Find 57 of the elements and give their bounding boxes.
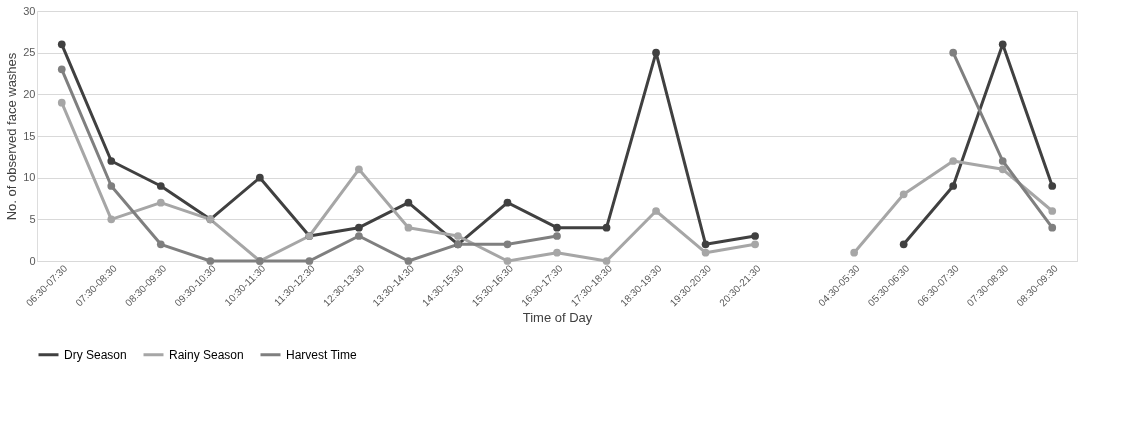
point (751, 232, 759, 240)
point (602, 223, 611, 232)
y-tick-label: 25 (23, 46, 36, 59)
y-tick-label: 5 (29, 212, 36, 225)
point (701, 248, 710, 257)
point (998, 165, 1007, 174)
y-tick-label: 20 (23, 87, 36, 100)
point (305, 257, 314, 265)
point (553, 232, 561, 240)
point (404, 223, 413, 232)
point (998, 157, 1007, 165)
point (949, 182, 958, 190)
point (107, 157, 116, 165)
point (949, 157, 958, 165)
point (57, 98, 66, 107)
point (850, 248, 859, 257)
point (156, 240, 165, 249)
point (553, 223, 561, 232)
point (1048, 182, 1057, 190)
point (355, 165, 363, 174)
point (255, 173, 264, 182)
point (454, 232, 462, 240)
point (156, 182, 165, 190)
point (503, 198, 512, 207)
y-tick-label: 10 (23, 171, 36, 184)
point (57, 40, 66, 49)
point (156, 198, 165, 207)
point (206, 257, 215, 265)
point (503, 257, 512, 265)
point (652, 48, 660, 57)
point (404, 257, 413, 265)
point (355, 232, 363, 240)
point (701, 240, 710, 249)
point (949, 48, 958, 57)
point (602, 257, 611, 265)
point (553, 248, 561, 257)
point (503, 240, 512, 249)
point (57, 65, 66, 74)
point (899, 240, 908, 249)
legend-label: Dry Season (64, 347, 127, 362)
point (1048, 207, 1057, 215)
point (899, 190, 908, 199)
legend-label: Harvest Time (286, 347, 358, 362)
y-axis-title: No. of observed face washes (4, 52, 20, 221)
y-tick-label: 0 (29, 254, 36, 267)
legend-label: Rainy Season (169, 347, 244, 362)
point (998, 40, 1007, 49)
point (107, 215, 116, 224)
point (652, 207, 660, 215)
point (751, 240, 759, 249)
y-tick-label: 30 (23, 4, 36, 17)
point (107, 182, 116, 190)
y-tick-label: 15 (23, 129, 36, 142)
point (1048, 223, 1057, 232)
point (404, 198, 413, 207)
x-axis-title: Time of Day (522, 310, 593, 326)
point (355, 223, 363, 232)
